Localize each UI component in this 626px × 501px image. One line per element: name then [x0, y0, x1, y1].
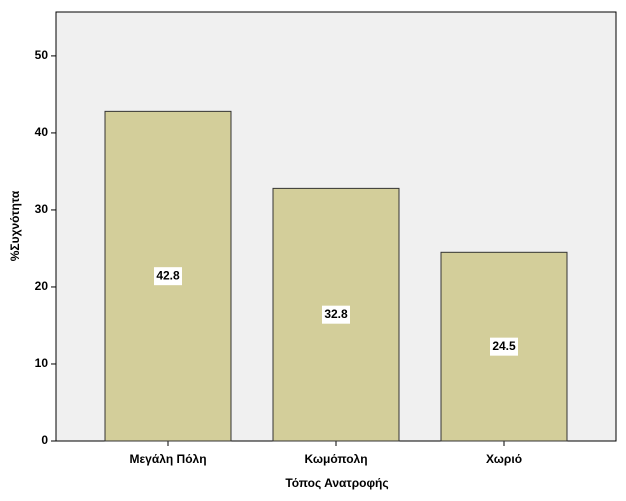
data-label-box [154, 267, 182, 286]
x-axis-label: Τόπος Ανατροφής [285, 476, 388, 490]
data-label-box [490, 337, 518, 356]
x-tick-label: Χωριό [486, 452, 522, 466]
x-tick-label: Μεγάλη Πόλη [129, 452, 206, 466]
data-label: 32.8 [324, 307, 348, 321]
y-tick-label: 20 [35, 279, 49, 293]
data-label-box [322, 305, 350, 324]
y-tick-label: 30 [35, 202, 49, 216]
x-tick-label: Κωμόπολη [304, 452, 367, 466]
y-tick-label: 40 [35, 125, 49, 139]
data-label: 42.8 [156, 268, 180, 282]
y-tick-label: 0 [41, 433, 48, 447]
y-axis-label: %Συχνότητα [8, 190, 22, 261]
y-tick-label: 50 [35, 48, 49, 62]
data-label: 24.5 [492, 339, 516, 353]
y-tick-label: 10 [35, 356, 49, 370]
